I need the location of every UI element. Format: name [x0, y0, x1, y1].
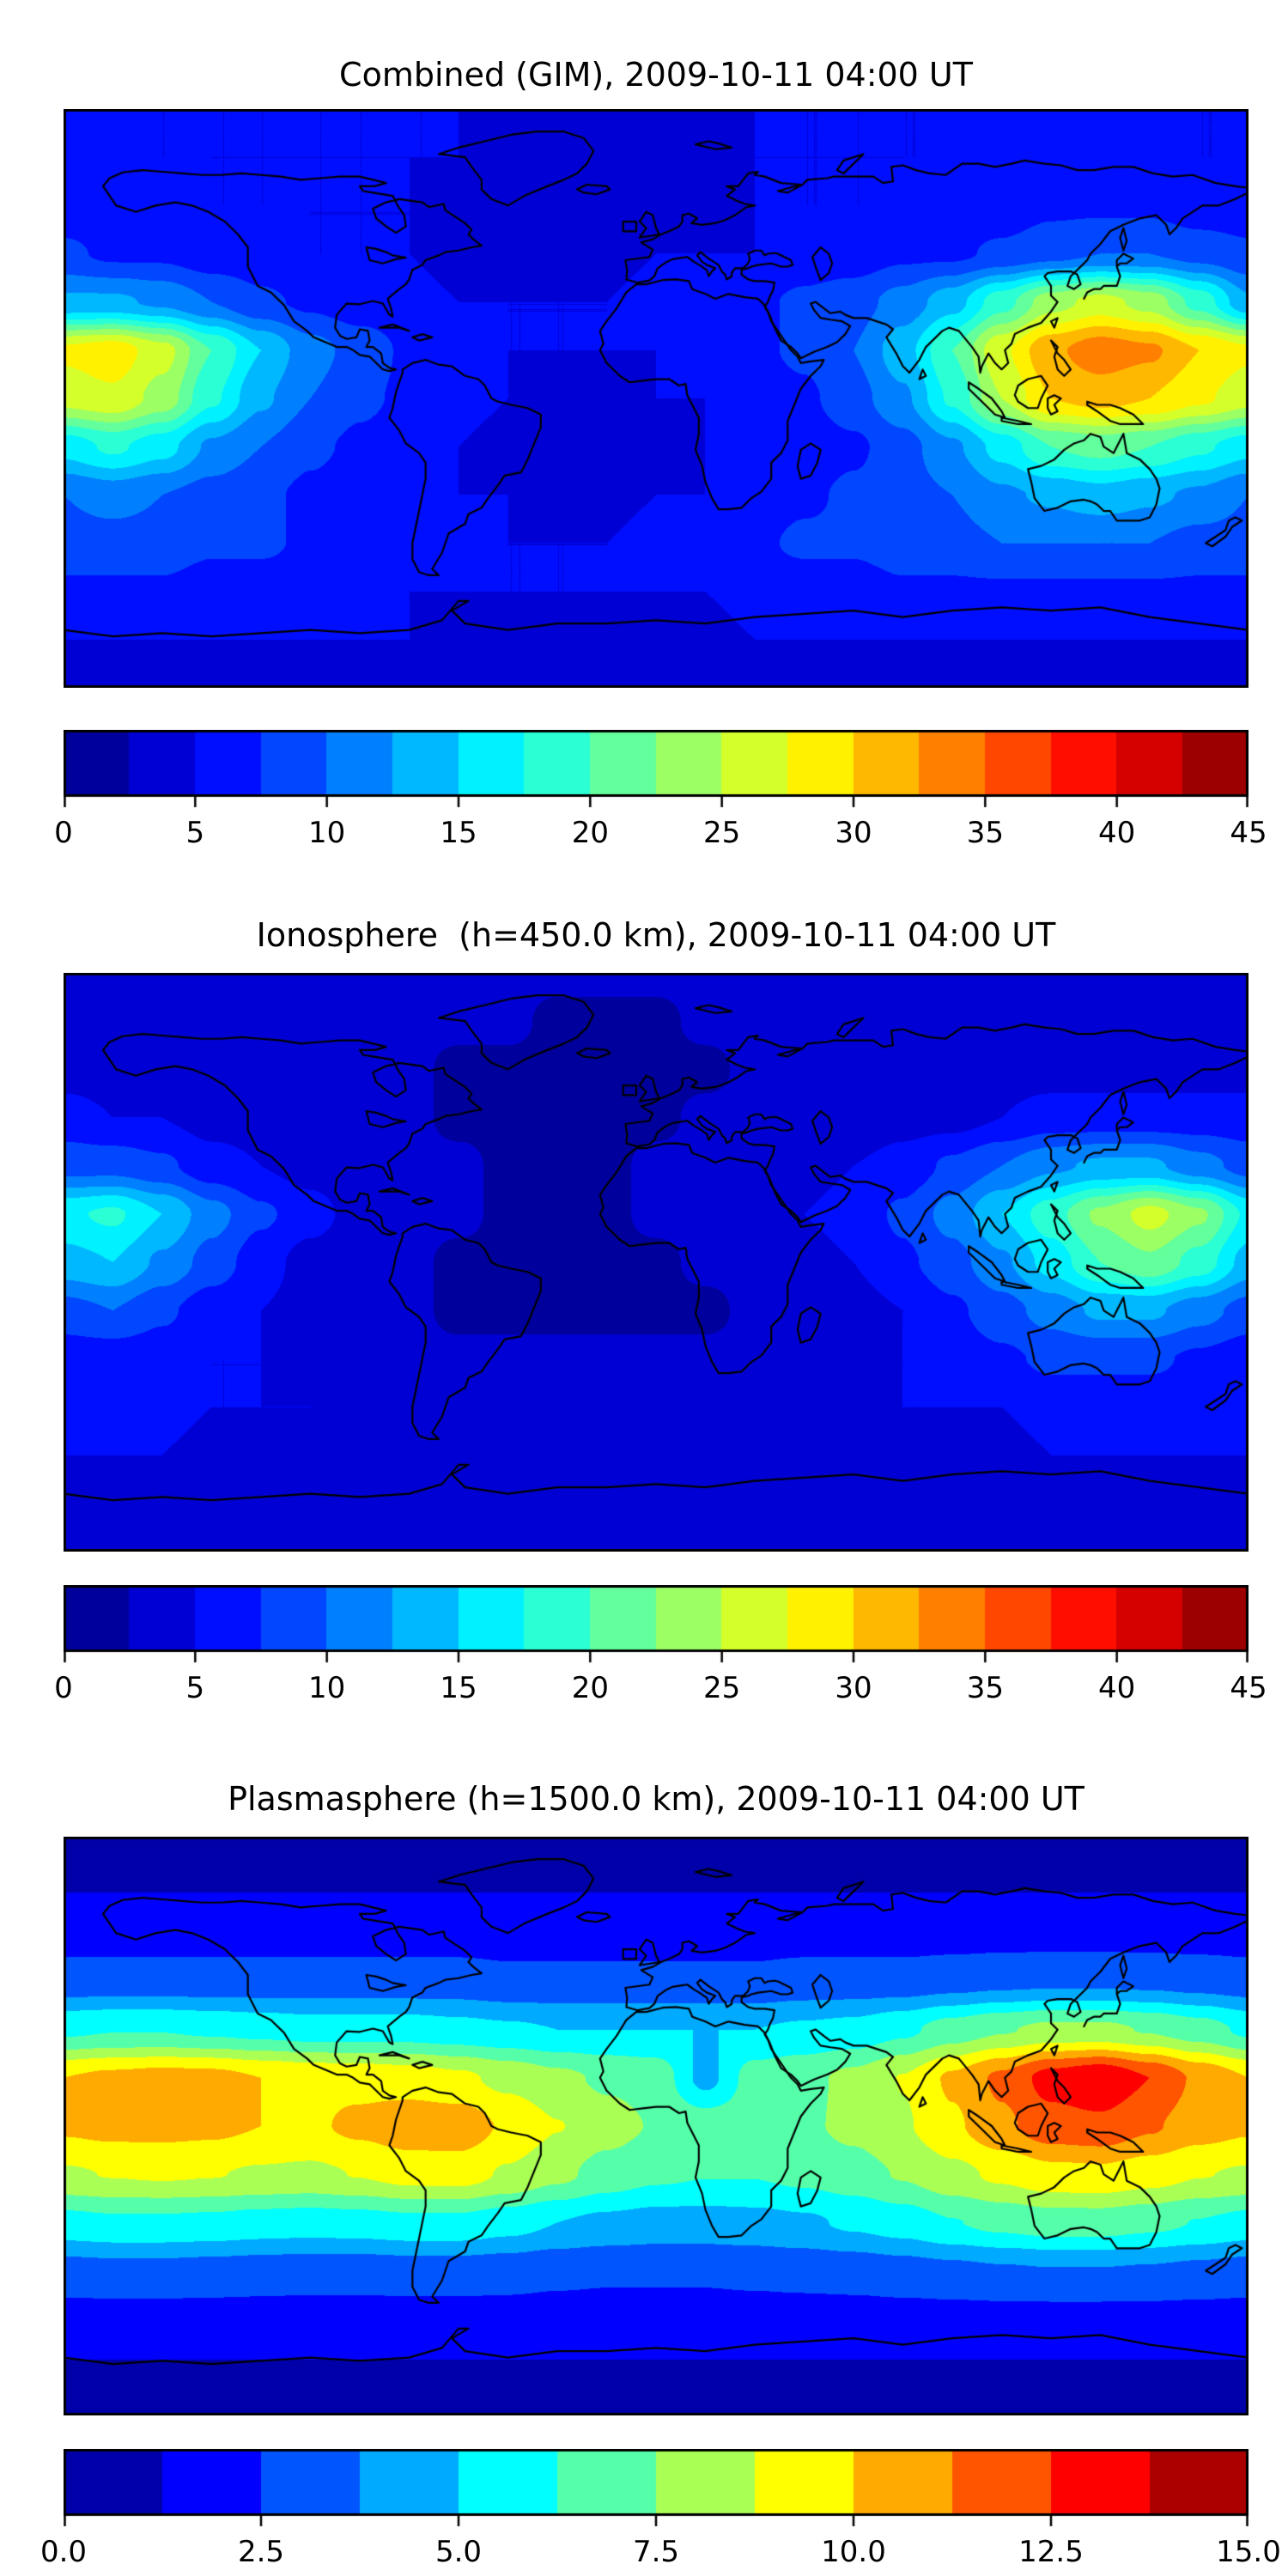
colorbar-tick-label: 20	[571, 816, 609, 850]
panel-title-plasmasphere: Plasmasphere (h=1500.0 km), 2009-10-11 0…	[228, 1780, 1084, 1818]
colorbar-tick-label: 5	[185, 816, 205, 850]
colorbar-tick-label: 10	[308, 1671, 346, 1705]
colorbar-tick-label: 25	[703, 1671, 741, 1705]
colorbar-tick-label: 0	[54, 816, 73, 850]
panel-title-ionosphere: Ionosphere (h=450.0 km), 2009-10-11 04:0…	[256, 916, 1056, 954]
colorbar-combined	[64, 730, 1249, 809]
colorbar-tick-label: 15.0	[1216, 2535, 1281, 2569]
colorbar-plasmasphere	[64, 2449, 1249, 2528]
colorbar-tick-label: 35	[966, 816, 1004, 850]
colorbar-tick-label: 40	[1098, 816, 1136, 850]
colorbar-tick-label: 30	[835, 816, 872, 850]
panel-title-combined: Combined (GIM), 2009-10-11 04:00 UT	[339, 56, 973, 94]
colorbar-tick-label: 10	[308, 816, 346, 850]
colorbar-tick-label: 2.5	[237, 2535, 285, 2569]
colorbar-tick-label: 10.0	[821, 2535, 886, 2569]
map-combined	[64, 109, 1249, 688]
colorbar-tick-label: 0	[54, 1671, 73, 1705]
colorbar-ionosphere	[64, 1585, 1249, 1664]
colorbar-tick-label: 20	[571, 1671, 609, 1705]
colorbar-tick-label: 40	[1098, 1671, 1136, 1705]
colorbar-tick-label: 15	[440, 1671, 477, 1705]
colorbar-tick-label: 5	[185, 1671, 205, 1705]
map-ionosphere	[64, 973, 1249, 1552]
colorbar-ticks-combined: 0 5 10 15 20 25 30 35 40 45	[54, 816, 1267, 852]
colorbar-tick-label: 25	[703, 816, 741, 850]
colorbar-ticks-plasmasphere: 0.0 2.5 5.0 7.5 10.0 12.5 15.0	[40, 2535, 1281, 2571]
colorbar-tick-label: 45	[1230, 816, 1267, 850]
colorbar-tick-label: 0.0	[39, 2535, 88, 2569]
colorbar-tick-label: 15	[440, 816, 477, 850]
colorbar-tick-label: 35	[966, 1671, 1004, 1705]
colorbar-tick-label: 7.5	[632, 2535, 680, 2569]
colorbar-tick-label: 30	[835, 1671, 872, 1705]
map-plasmasphere	[64, 1837, 1249, 2415]
colorbar-tick-label: 45	[1230, 1671, 1267, 1705]
colorbar-ticks-ionosphere: 0 5 10 15 20 25 30 35 40 45	[54, 1671, 1267, 1707]
colorbar-tick-label: 5.0	[434, 2535, 483, 2569]
colorbar-tick-label: 12.5	[1018, 2535, 1084, 2569]
